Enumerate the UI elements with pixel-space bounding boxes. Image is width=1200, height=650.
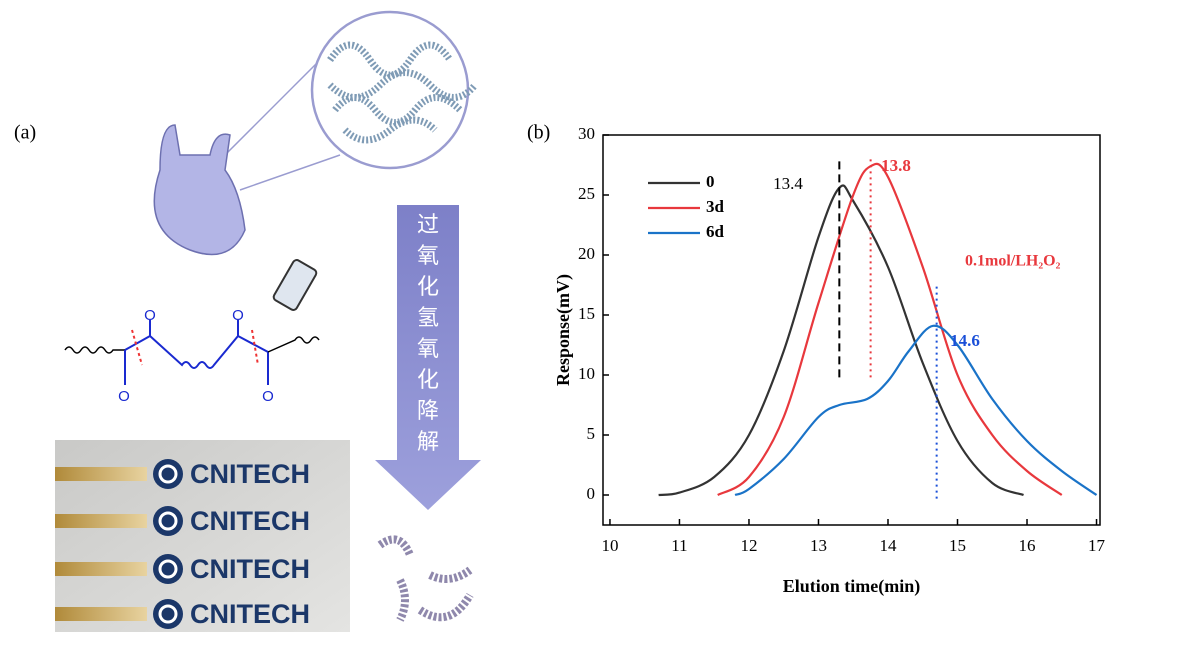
- zoom-line: [239, 154, 341, 191]
- x-tick-label: 16: [1019, 536, 1036, 555]
- arrow-text: 解: [417, 430, 439, 455]
- logo-mark: [153, 554, 183, 584]
- cleave: [131, 329, 143, 366]
- arrow-text: 降: [417, 399, 439, 424]
- arrow-text: 氢: [417, 306, 439, 331]
- chain: [267, 336, 320, 353]
- plot-frame: [602, 134, 1101, 526]
- syringe: [272, 259, 318, 311]
- legend-label: 0: [706, 172, 715, 191]
- y-tick-label: 30: [578, 124, 595, 143]
- panel-label: (a): [14, 122, 36, 144]
- y-tick-label: 10: [578, 364, 595, 383]
- arrow-text: 化: [417, 275, 439, 300]
- peak-label: 13.4: [773, 174, 803, 193]
- y-axis-title: Response(mV): [553, 274, 574, 386]
- peak-label: 13.8: [881, 156, 911, 175]
- x-tick-label: 14: [879, 536, 897, 555]
- logo-inner: [158, 464, 178, 484]
- atom-label: O: [232, 307, 244, 324]
- arrow-text: 氧: [417, 244, 439, 269]
- chain: [64, 346, 125, 354]
- x-tick-label: 12: [740, 536, 757, 555]
- strip: [55, 467, 147, 481]
- peak-label: 14.6: [950, 331, 980, 350]
- bonds: [124, 320, 269, 385]
- y-tick-label: 5: [587, 424, 596, 443]
- plastic-bag: [153, 124, 246, 256]
- logo-inner: [158, 559, 178, 579]
- strip: [55, 562, 147, 576]
- x-tick-label: 15: [949, 536, 966, 555]
- arrow-text: 过: [417, 213, 439, 238]
- polymer: [327, 41, 478, 144]
- fragments: [377, 535, 474, 622]
- series-line: [717, 162, 1063, 496]
- logo-text: CNITECH: [190, 459, 310, 489]
- logo-mark: [153, 459, 183, 489]
- y-tick-label: 20: [578, 244, 595, 263]
- annotation: 0.1mol/LH₂O₂: [965, 253, 1061, 270]
- x-tick-label: 13: [810, 536, 827, 555]
- atom-label: O: [144, 307, 156, 324]
- panel-label: (b): [527, 122, 550, 144]
- series-line: [734, 324, 1098, 497]
- cleave: [251, 329, 259, 366]
- y-tick-label: 0: [587, 484, 596, 503]
- atom-label: O: [262, 388, 274, 405]
- chart: (b) 10 11 12 13 14 15 16 17 0 5 10 15 20 25 30 Elution t…: [527, 122, 1106, 598]
- strip: [55, 514, 147, 528]
- logo-inner: [158, 604, 178, 624]
- arrow-text: 氧: [417, 337, 439, 362]
- logo-mark: [153, 506, 183, 536]
- x-tick-label: 11: [671, 536, 687, 555]
- legend-label: 3d: [706, 197, 725, 216]
- logo-text: CNITECH: [190, 599, 310, 629]
- x-axis-title: Elution time(min): [783, 576, 921, 597]
- logo-text: CNITECH: [190, 506, 310, 536]
- logo-mark: [153, 599, 183, 629]
- atom-label: O: [118, 388, 130, 405]
- strip: [55, 607, 147, 621]
- arrow: [375, 205, 481, 510]
- arrow-text: 化: [417, 368, 439, 393]
- legend-label: 6d: [706, 222, 725, 241]
- y-tick-label: 15: [578, 304, 595, 323]
- logo-inner: [158, 511, 178, 531]
- zoom-circle: [310, 10, 470, 170]
- x-tick-label: 10: [601, 536, 618, 555]
- x-tick-label: 17: [1088, 536, 1106, 555]
- y-tick-label: 25: [578, 184, 595, 203]
- logo-text: CNITECH: [190, 554, 310, 584]
